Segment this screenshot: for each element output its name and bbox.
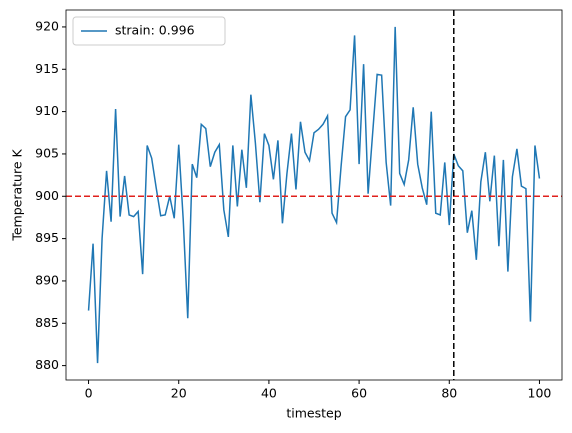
y-tick-label: 885 [35,315,59,330]
legend-label: strain: 0.996 [115,23,195,38]
y-tick-label: 900 [35,188,59,203]
y-axis-label: Temperature K [10,149,25,242]
y-tick-label: 920 [35,18,59,33]
y-tick-label: 910 [35,103,59,118]
x-axis-label: timestep [286,406,341,421]
legend-box [72,16,226,46]
plot-frame [65,9,563,381]
x-tick-label: 60 [351,386,367,401]
x-tick-label: 80 [441,386,457,401]
y-tick-label: 905 [35,145,59,160]
y-tick-label: 890 [35,272,59,287]
x-tick-label: 100 [528,386,552,401]
y-tick-label: 915 [35,61,59,76]
x-tick-label: 40 [261,386,277,401]
x-tick-label: 0 [85,386,93,401]
data-line [87,26,541,364]
y-tick-label: 880 [35,357,59,372]
y-tick-label: 895 [35,230,59,245]
x-tick-label: 20 [171,386,187,401]
